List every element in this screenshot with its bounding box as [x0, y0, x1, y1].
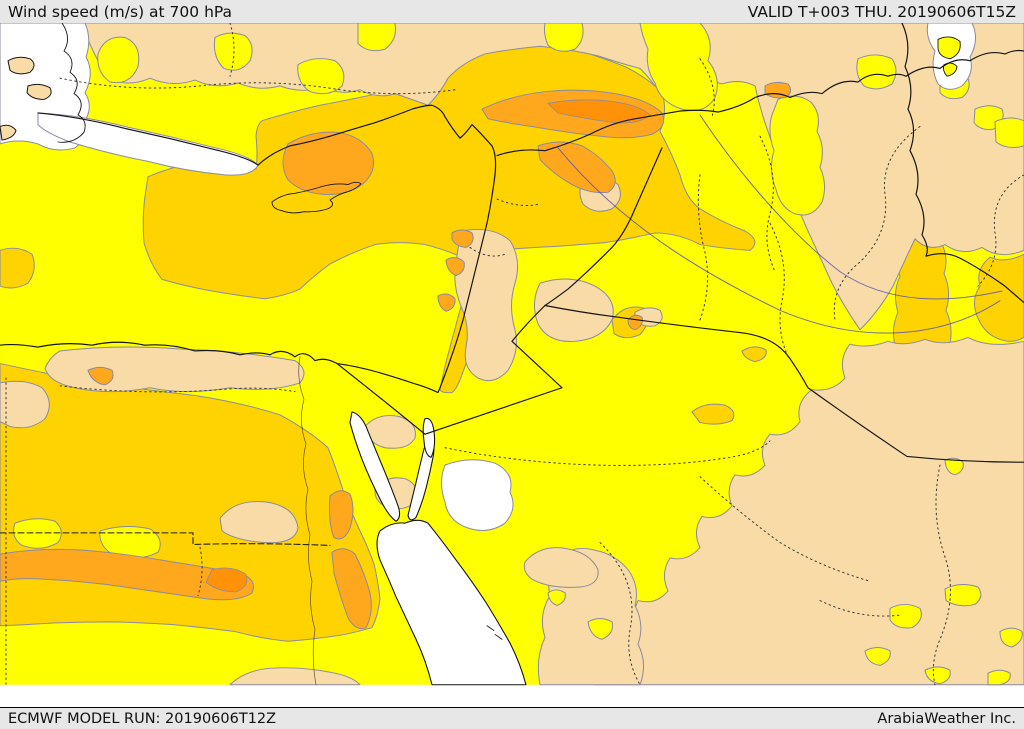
coastlines-and-borders — [0, 23, 1024, 640]
orange-wind-bands — [0, 81, 792, 629]
wind-speed-map — [0, 23, 1024, 707]
map-footer-bar: ECMWF MODEL RUN: 20190606T12Z ArabiaWeat… — [0, 707, 1024, 729]
model-run-label: ECMWF MODEL RUN: 20190606T12Z — [8, 710, 277, 727]
map-header-bar: Wind speed (m/s) at 700 hPa VALID T+003 … — [0, 0, 1024, 23]
valid-time-label: VALID T+003 THU. 20190606T15Z — [747, 2, 1016, 21]
rivers — [298, 114, 1003, 686]
admin-boundaries — [0, 23, 1024, 686]
wind-speed-contour-map — [0, 23, 1024, 686]
attribution-label: ArabiaWeather Inc. — [877, 710, 1016, 727]
calm-white-bands — [0, 23, 976, 686]
map-title: Wind speed (m/s) at 700 hPa — [8, 2, 233, 21]
islands-and-lakes — [0, 36, 961, 141]
